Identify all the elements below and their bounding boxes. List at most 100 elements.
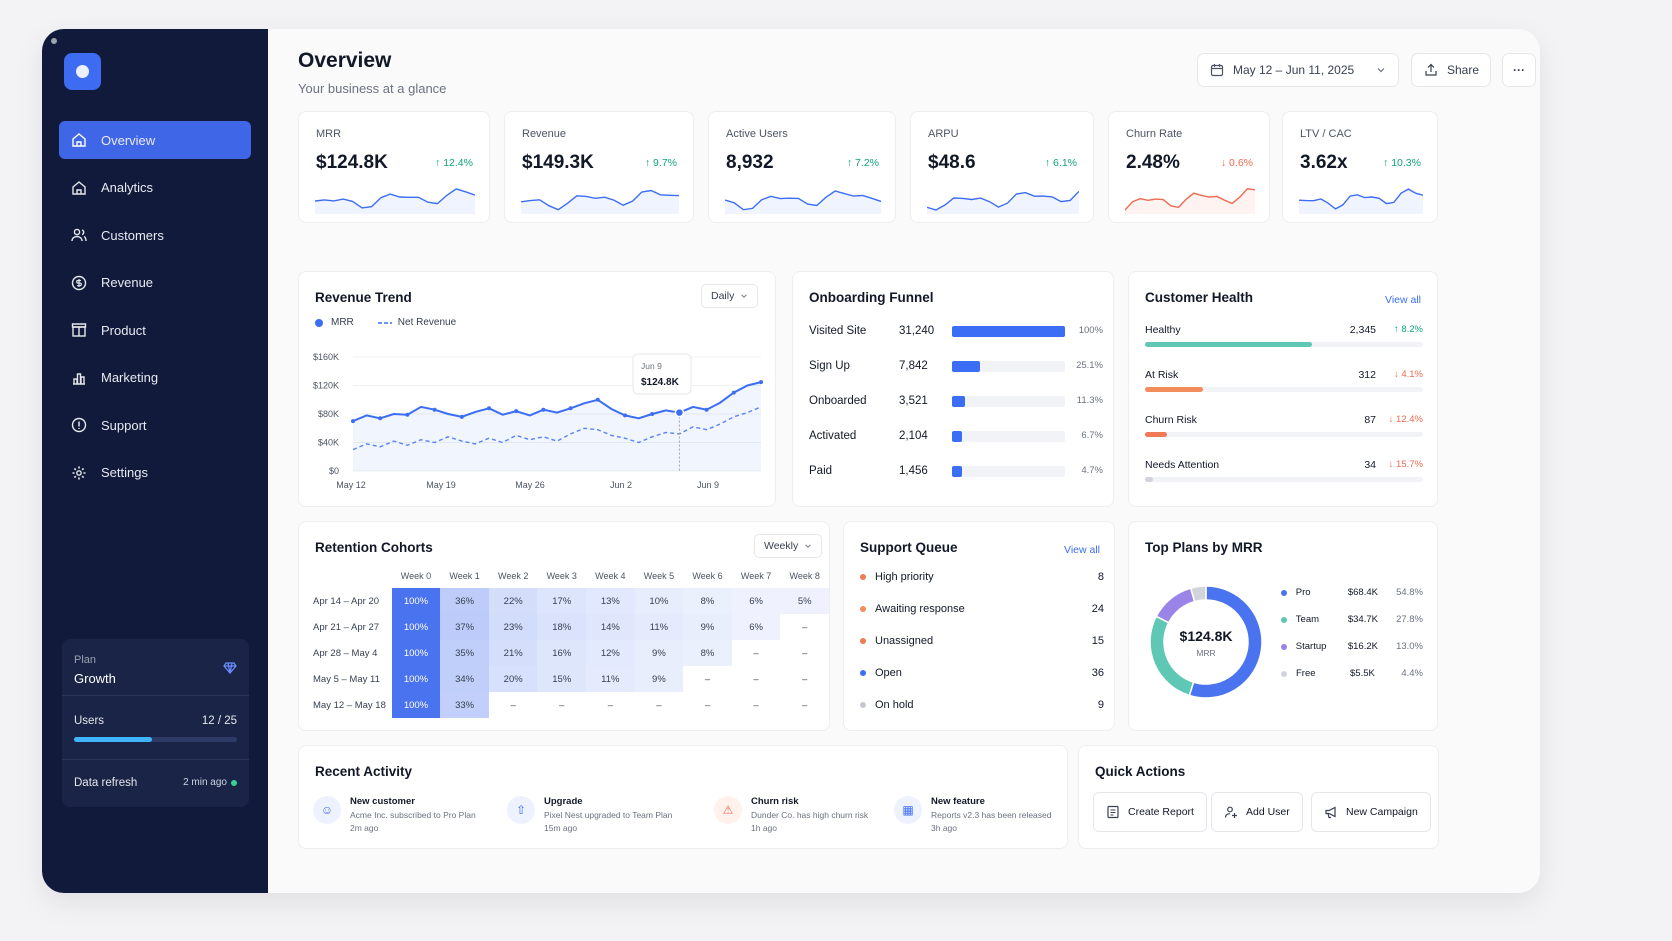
cohort-cell[interactable]: 10% <box>634 588 684 614</box>
cohort-cell[interactable]: 8% <box>683 588 732 614</box>
cohort-cell[interactable]: – <box>634 692 684 718</box>
cohort-cell[interactable]: 36% <box>440 588 489 614</box>
cohort-cell[interactable]: 6% <box>731 614 781 640</box>
support-row[interactable]: On hold 9 <box>860 699 1104 711</box>
support-row[interactable]: Unassigned 15 <box>860 635 1104 647</box>
kpi-card-revenue[interactable]: Revenue $149.3K ↑ 9.7% <box>504 111 694 223</box>
cohort-cell[interactable]: 100% <box>391 692 441 718</box>
cohort-cell[interactable]: – <box>780 640 829 666</box>
cohort-cell[interactable]: 100% <box>391 614 441 640</box>
revenue-trend-chart[interactable]: $160K $120K $80K $40K $0 May 12 May 19 May 26 Ju… <box>299 272 777 508</box>
diamond-icon[interactable] <box>223 661 237 680</box>
cohort-cell[interactable]: 9% <box>634 666 684 692</box>
cohort-cell[interactable]: 8% <box>683 640 732 666</box>
plan-value: $68.4K <box>1347 587 1378 598</box>
cohort-cell[interactable]: 37% <box>440 614 489 640</box>
cohort-cell[interactable]: 6% <box>731 588 781 614</box>
cohort-label: Apr 14 – Apr 20 <box>313 595 380 607</box>
health-row[interactable]: Healthy 2,345 ↑ 8.2% <box>1145 324 1423 354</box>
cohort-cell[interactable]: – <box>586 692 635 718</box>
cohort-cell[interactable]: 5% <box>780 588 829 614</box>
share-button[interactable]: Share <box>1411 53 1491 87</box>
sidebar-item-customers[interactable]: Customers <box>59 216 251 254</box>
plan-pct: 54.8% <box>1396 587 1423 598</box>
health-view-all-link[interactable]: View all <box>1385 294 1421 306</box>
support-row[interactable]: Open 36 <box>860 667 1104 679</box>
plan-legend-row[interactable]: Team $34.7K 27.8% <box>1281 614 1423 625</box>
kpi-label: MRR <box>316 128 342 140</box>
cohort-cell[interactable]: 12% <box>586 640 635 666</box>
kpi-card-arpu[interactable]: ARPU $48.6 ↑ 6.1% <box>910 111 1094 223</box>
cohort-cell[interactable]: – <box>780 692 829 718</box>
cohort-cell[interactable]: 20% <box>488 666 538 692</box>
add-user-button[interactable]: Add User <box>1211 792 1303 832</box>
health-change: ↑ 8.2% <box>1393 324 1423 335</box>
activity-item[interactable]: ⇧ Upgrade Pixel Nest upgraded to Team Plan… <box>507 796 672 833</box>
cohort-cell[interactable]: 100% <box>391 588 441 614</box>
kpi-card-mrr[interactable]: MRR $124.8K ↑ 12.4% <box>298 111 490 223</box>
create-report-button[interactable]: Create Report <box>1093 792 1207 832</box>
cohort-cell[interactable]: 13% <box>586 588 635 614</box>
sidebar-item-support[interactable]: Support <box>59 406 251 444</box>
cohort-cell[interactable]: 11% <box>634 614 684 640</box>
health-change: ↓ 12.4% <box>1388 414 1423 425</box>
cohort-cell[interactable]: 18% <box>537 614 587 640</box>
cohort-period-select[interactable]: Weekly <box>754 534 823 558</box>
cohort-row: May 12 – May 18 100% 33% – – – – – – – <box>309 692 829 718</box>
activity-item[interactable]: ☺ New customer Acme Inc. subscribed to Pro… <box>313 796 476 833</box>
activity-item[interactable]: ▦ New feature Reports v2.3 has been releas… <box>894 796 1052 833</box>
cohort-cell[interactable]: 15% <box>537 666 587 692</box>
cohort-cell[interactable]: – <box>731 640 781 666</box>
cohort-cell[interactable]: 11% <box>586 666 635 692</box>
support-row[interactable]: High priority 8 <box>860 571 1104 583</box>
plan-legend-row[interactable]: Startup $16.2K 13.0% <box>1281 641 1423 652</box>
cohort-cell[interactable]: 16% <box>537 640 587 666</box>
plans-donut-chart[interactable] <box>1141 577 1271 707</box>
cohort-cell[interactable]: – <box>683 666 732 692</box>
cohort-cell[interactable]: 35% <box>440 640 489 666</box>
activity-item[interactable]: ⚠ Churn risk Dunder Co. has high churn ris… <box>714 796 868 833</box>
plan-legend-row[interactable]: Free $5.5K 4.4% <box>1281 668 1423 679</box>
plan-legend-row[interactable]: Pro $68.4K 54.8% <box>1281 587 1423 598</box>
kpi-card-ltv-cac[interactable]: LTV / CAC 3.62x ↑ 10.3% <box>1282 111 1438 223</box>
sidebar-item-overview[interactable]: Overview <box>59 121 251 159</box>
new-campaign-button[interactable]: New Campaign <box>1311 792 1431 832</box>
cohort-cell[interactable]: – <box>731 692 781 718</box>
app-logo[interactable] <box>64 53 101 90</box>
cohort-cell[interactable]: – <box>731 666 781 692</box>
sidebar-item-analytics[interactable]: Analytics <box>59 169 251 207</box>
support-view-all-link[interactable]: View all <box>1064 544 1100 556</box>
cohort-cell[interactable]: 23% <box>488 614 538 640</box>
cohort-cell[interactable]: 9% <box>683 614 732 640</box>
kpi-value: $124.8K <box>316 152 388 173</box>
health-row[interactable]: Churn Risk 87 ↓ 12.4% <box>1145 414 1423 444</box>
cohort-cell[interactable]: 34% <box>440 666 489 692</box>
kpi-card-churn-rate[interactable]: Churn Rate 2.48% ↓ 0.6% <box>1108 111 1270 223</box>
cohort-cell[interactable]: 22% <box>488 588 538 614</box>
cohort-cell[interactable]: 33% <box>440 692 489 718</box>
cohort-cell[interactable]: 21% <box>488 640 538 666</box>
sidebar-item-marketing[interactable]: Marketing <box>59 359 251 397</box>
cohort-cell[interactable]: – <box>780 666 829 692</box>
sidebar-item-revenue[interactable]: Revenue <box>59 264 251 302</box>
cohort-cell[interactable]: 9% <box>634 640 684 666</box>
health-row[interactable]: Needs Attention 34 ↓ 15.7% <box>1145 459 1423 489</box>
cohort-cell[interactable]: – <box>537 692 587 718</box>
sidebar-item-product[interactable]: Product <box>59 311 251 349</box>
date-range-picker[interactable]: May 12 – Jun 11, 2025 <box>1197 53 1399 87</box>
cohort-cell[interactable]: – <box>780 614 829 640</box>
cohort-cell[interactable]: 17% <box>537 588 587 614</box>
cohort-cell[interactable]: 14% <box>586 614 635 640</box>
cohort-cell[interactable]: – <box>488 692 538 718</box>
cohort-cell[interactable]: 100% <box>391 640 441 666</box>
plan-name: Startup <box>1295 641 1327 652</box>
cohort-cell[interactable]: – <box>683 692 732 718</box>
period-select[interactable]: Daily <box>701 284 759 308</box>
kpi-card-active-users[interactable]: Active Users 8,932 ↑ 7.2% <box>708 111 896 223</box>
kpi-change: ↑ 12.4% <box>435 157 473 169</box>
health-row[interactable]: At Risk 312 ↓ 4.1% <box>1145 369 1423 399</box>
sidebar-item-settings[interactable]: Settings <box>59 454 251 492</box>
more-options-button[interactable]: ··· <box>1502 53 1536 87</box>
support-row[interactable]: Awaiting response 24 <box>860 603 1104 615</box>
cohort-cell[interactable]: 100% <box>391 666 441 692</box>
